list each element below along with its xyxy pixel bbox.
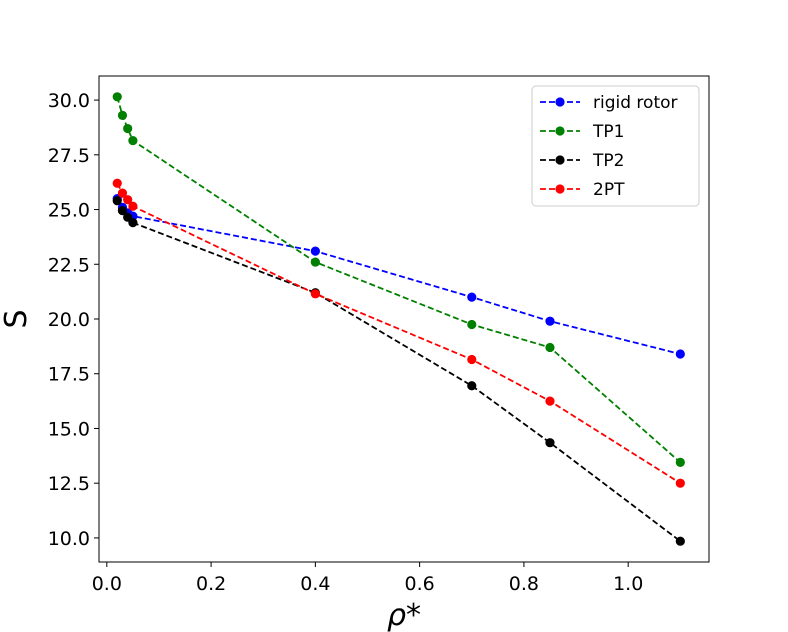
data-point-tp2 xyxy=(545,438,555,448)
x-tick-label: 0.0 xyxy=(92,573,122,595)
data-point-rigid-rotor xyxy=(675,349,685,359)
data-point-tp2 xyxy=(112,196,122,206)
legend-box xyxy=(531,85,700,207)
y-tick-label: 27.5 xyxy=(48,145,90,167)
y-axis-ticks: 10.0 12.5 15.0 17.5 20.0 22.5 25.0 27.5 30.0 xyxy=(48,90,99,550)
data-point-2pt xyxy=(675,478,685,488)
y-tick-label: 15.0 xyxy=(48,418,90,440)
data-point-tp2 xyxy=(467,381,477,391)
data-point-2pt xyxy=(123,195,133,205)
data-point-tp1 xyxy=(310,257,320,267)
data-point-2pt xyxy=(310,289,320,299)
legend: rigid rotor TP1 TP2 2PT xyxy=(531,85,700,207)
legend-label-tp1: TP1 xyxy=(592,122,624,142)
y-tick-label: 20.0 xyxy=(48,309,90,331)
data-point-tp2 xyxy=(675,536,685,546)
y-tick-label: 22.5 xyxy=(48,254,90,276)
y-axis-label: S xyxy=(0,309,34,328)
data-point-rigid-rotor xyxy=(467,292,477,302)
data-point-tp1 xyxy=(675,457,685,467)
data-point-tp1 xyxy=(467,319,477,330)
data-point-tp1 xyxy=(117,110,128,121)
legend-marker-2pt xyxy=(555,184,565,194)
data-point-tp2 xyxy=(117,206,128,216)
y-tick-label: 17.5 xyxy=(48,364,90,386)
data-point-tp1 xyxy=(123,123,133,134)
data-point-2pt xyxy=(128,201,138,211)
x-tick-label: 0.6 xyxy=(405,573,435,595)
data-point-tp1 xyxy=(545,342,555,353)
legend-label-2pt: 2PT xyxy=(593,180,625,200)
y-tick-label: 30.0 xyxy=(48,90,90,112)
legend-label-rigid-rotor: rigid rotor xyxy=(593,93,678,113)
x-tick-label: 0.2 xyxy=(196,573,226,595)
x-tick-label: 0.8 xyxy=(509,573,539,595)
data-point-2pt xyxy=(467,354,477,365)
data-point-tp2 xyxy=(128,218,138,228)
legend-marker-tp2 xyxy=(555,155,565,165)
y-tick-label: 12.5 xyxy=(48,473,90,495)
x-tick-label: 0.4 xyxy=(300,573,330,595)
data-point-2pt xyxy=(117,188,128,198)
legend-marker-tp1 xyxy=(555,126,565,136)
data-point-2pt xyxy=(112,178,122,188)
data-point-rigid-rotor xyxy=(545,316,555,326)
data-point-tp1 xyxy=(128,135,138,146)
data-point-rigid-rotor xyxy=(310,246,320,256)
x-axis-ticks: 0.0 0.2 0.4 0.6 0.8 1.0 xyxy=(92,562,643,595)
x-axis-label: ρ* xyxy=(387,598,421,632)
y-tick-label: 10.0 xyxy=(48,528,90,550)
data-point-2pt xyxy=(545,396,555,406)
y-tick-label: 25.0 xyxy=(48,200,90,222)
legend-label-tp2: TP2 xyxy=(592,151,624,171)
series-markers xyxy=(112,92,685,546)
legend-marker-rigid-rotor xyxy=(555,97,565,107)
x-tick-label: 1.0 xyxy=(613,573,643,595)
data-point-tp1 xyxy=(112,92,122,102)
